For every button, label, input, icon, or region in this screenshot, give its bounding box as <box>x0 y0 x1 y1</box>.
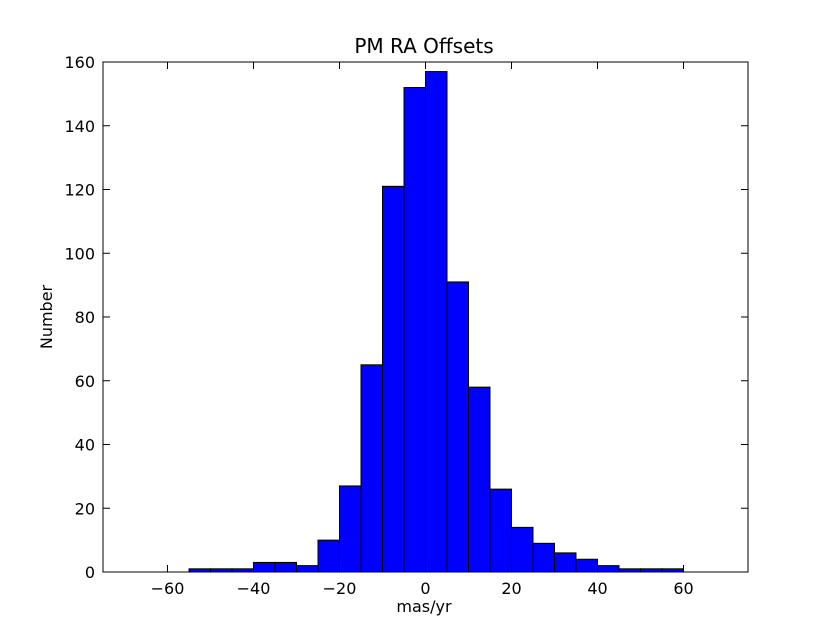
x-tick-label: 60 <box>673 579 693 598</box>
y-tick-label: 80 <box>75 308 95 327</box>
x-axis-label: mas/yr <box>396 597 452 616</box>
y-tick-label: 40 <box>75 436 95 455</box>
histogram-bar <box>489 488 512 573</box>
y-tick-label: 0 <box>85 563 95 582</box>
x-tick-label: −40 <box>237 579 271 598</box>
histogram-bar <box>468 386 491 573</box>
histogram-bar <box>274 561 297 573</box>
histogram-bar <box>403 87 426 573</box>
histogram-bar <box>597 565 620 573</box>
y-tick-label: 120 <box>64 181 95 200</box>
y-tick-label: 160 <box>64 53 95 72</box>
histogram-bars <box>188 71 684 573</box>
histogram-bar <box>511 526 534 573</box>
y-tick-label: 140 <box>64 117 95 136</box>
histogram-bar <box>382 185 405 573</box>
x-tick-label: 0 <box>420 579 430 598</box>
histogram-bar <box>253 561 276 573</box>
histogram-bar <box>575 558 598 573</box>
chart-title: PM RA Offsets <box>354 34 493 58</box>
x-tick-label: 40 <box>587 579 607 598</box>
histogram-bar <box>296 565 319 573</box>
histogram-bar <box>339 485 362 573</box>
y-tick-label: 20 <box>75 499 95 518</box>
x-tick-label: 20 <box>501 579 521 598</box>
x-tick-label: −20 <box>323 579 357 598</box>
histogram-bar <box>360 364 383 573</box>
y-axis-label: Number <box>37 284 56 349</box>
histogram-bar <box>532 542 555 573</box>
y-tick-label: 100 <box>64 244 95 263</box>
histogram-bar <box>317 539 340 573</box>
y-tick-label: 60 <box>75 372 95 391</box>
axis-ticks: −60 −40 −20 0 20 40 60 0 20 40 60 80 100 120 140 160 <box>64 53 748 598</box>
histogram-bar <box>554 552 577 573</box>
plot-frame <box>102 61 749 573</box>
histogram-bar <box>425 71 448 573</box>
histogram-bar <box>446 281 469 573</box>
x-tick-label: −60 <box>151 579 185 598</box>
